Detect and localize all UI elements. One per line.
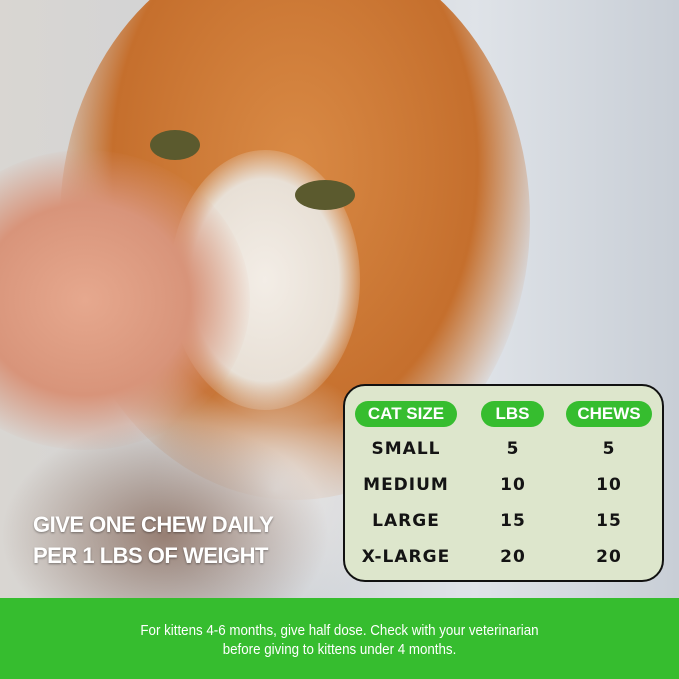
headline-line-1: GIVE ONE CHEW DAILY bbox=[33, 512, 274, 537]
cell-lbs: 15 bbox=[500, 511, 526, 531]
footer-bar bbox=[0, 598, 679, 679]
cell-lbs: 10 bbox=[500, 475, 526, 495]
headline-line-2: PER 1 LBS OF WEIGHT bbox=[33, 543, 268, 568]
dosage-headline: GIVE ONE CHEW DAILY PER 1 LBS OF WEIGHT bbox=[33, 509, 274, 571]
header-chews: CHEWS bbox=[566, 401, 652, 427]
cell-cat-size: LARGE bbox=[372, 511, 440, 531]
header-lbs: LBS bbox=[481, 401, 544, 427]
note-line-2: before giving to kittens under 4 months. bbox=[222, 642, 457, 658]
cell-chews: 20 bbox=[596, 547, 622, 567]
cell-chews: 15 bbox=[596, 511, 622, 531]
cell-cat-size: SMALL bbox=[371, 439, 441, 459]
cell-chews: 10 bbox=[596, 475, 622, 495]
note-line-1: For kittens 4-6 months, give half dose. … bbox=[140, 623, 539, 639]
dosage-table: CAT SIZE LBS CHEWS SMALL 5 5 MEDIUM 10 10 LARG… bbox=[343, 384, 664, 582]
cell-chews: 5 bbox=[602, 439, 616, 459]
cell-cat-size: MEDIUM bbox=[363, 475, 449, 495]
cell-lbs: 20 bbox=[500, 547, 526, 567]
cell-cat-size: X-LARGE bbox=[361, 547, 451, 567]
header-cat-size: CAT SIZE bbox=[355, 401, 457, 427]
cell-lbs: 5 bbox=[506, 439, 520, 459]
kitten-note: For kittens 4-6 months, give half dose. … bbox=[27, 622, 652, 660]
